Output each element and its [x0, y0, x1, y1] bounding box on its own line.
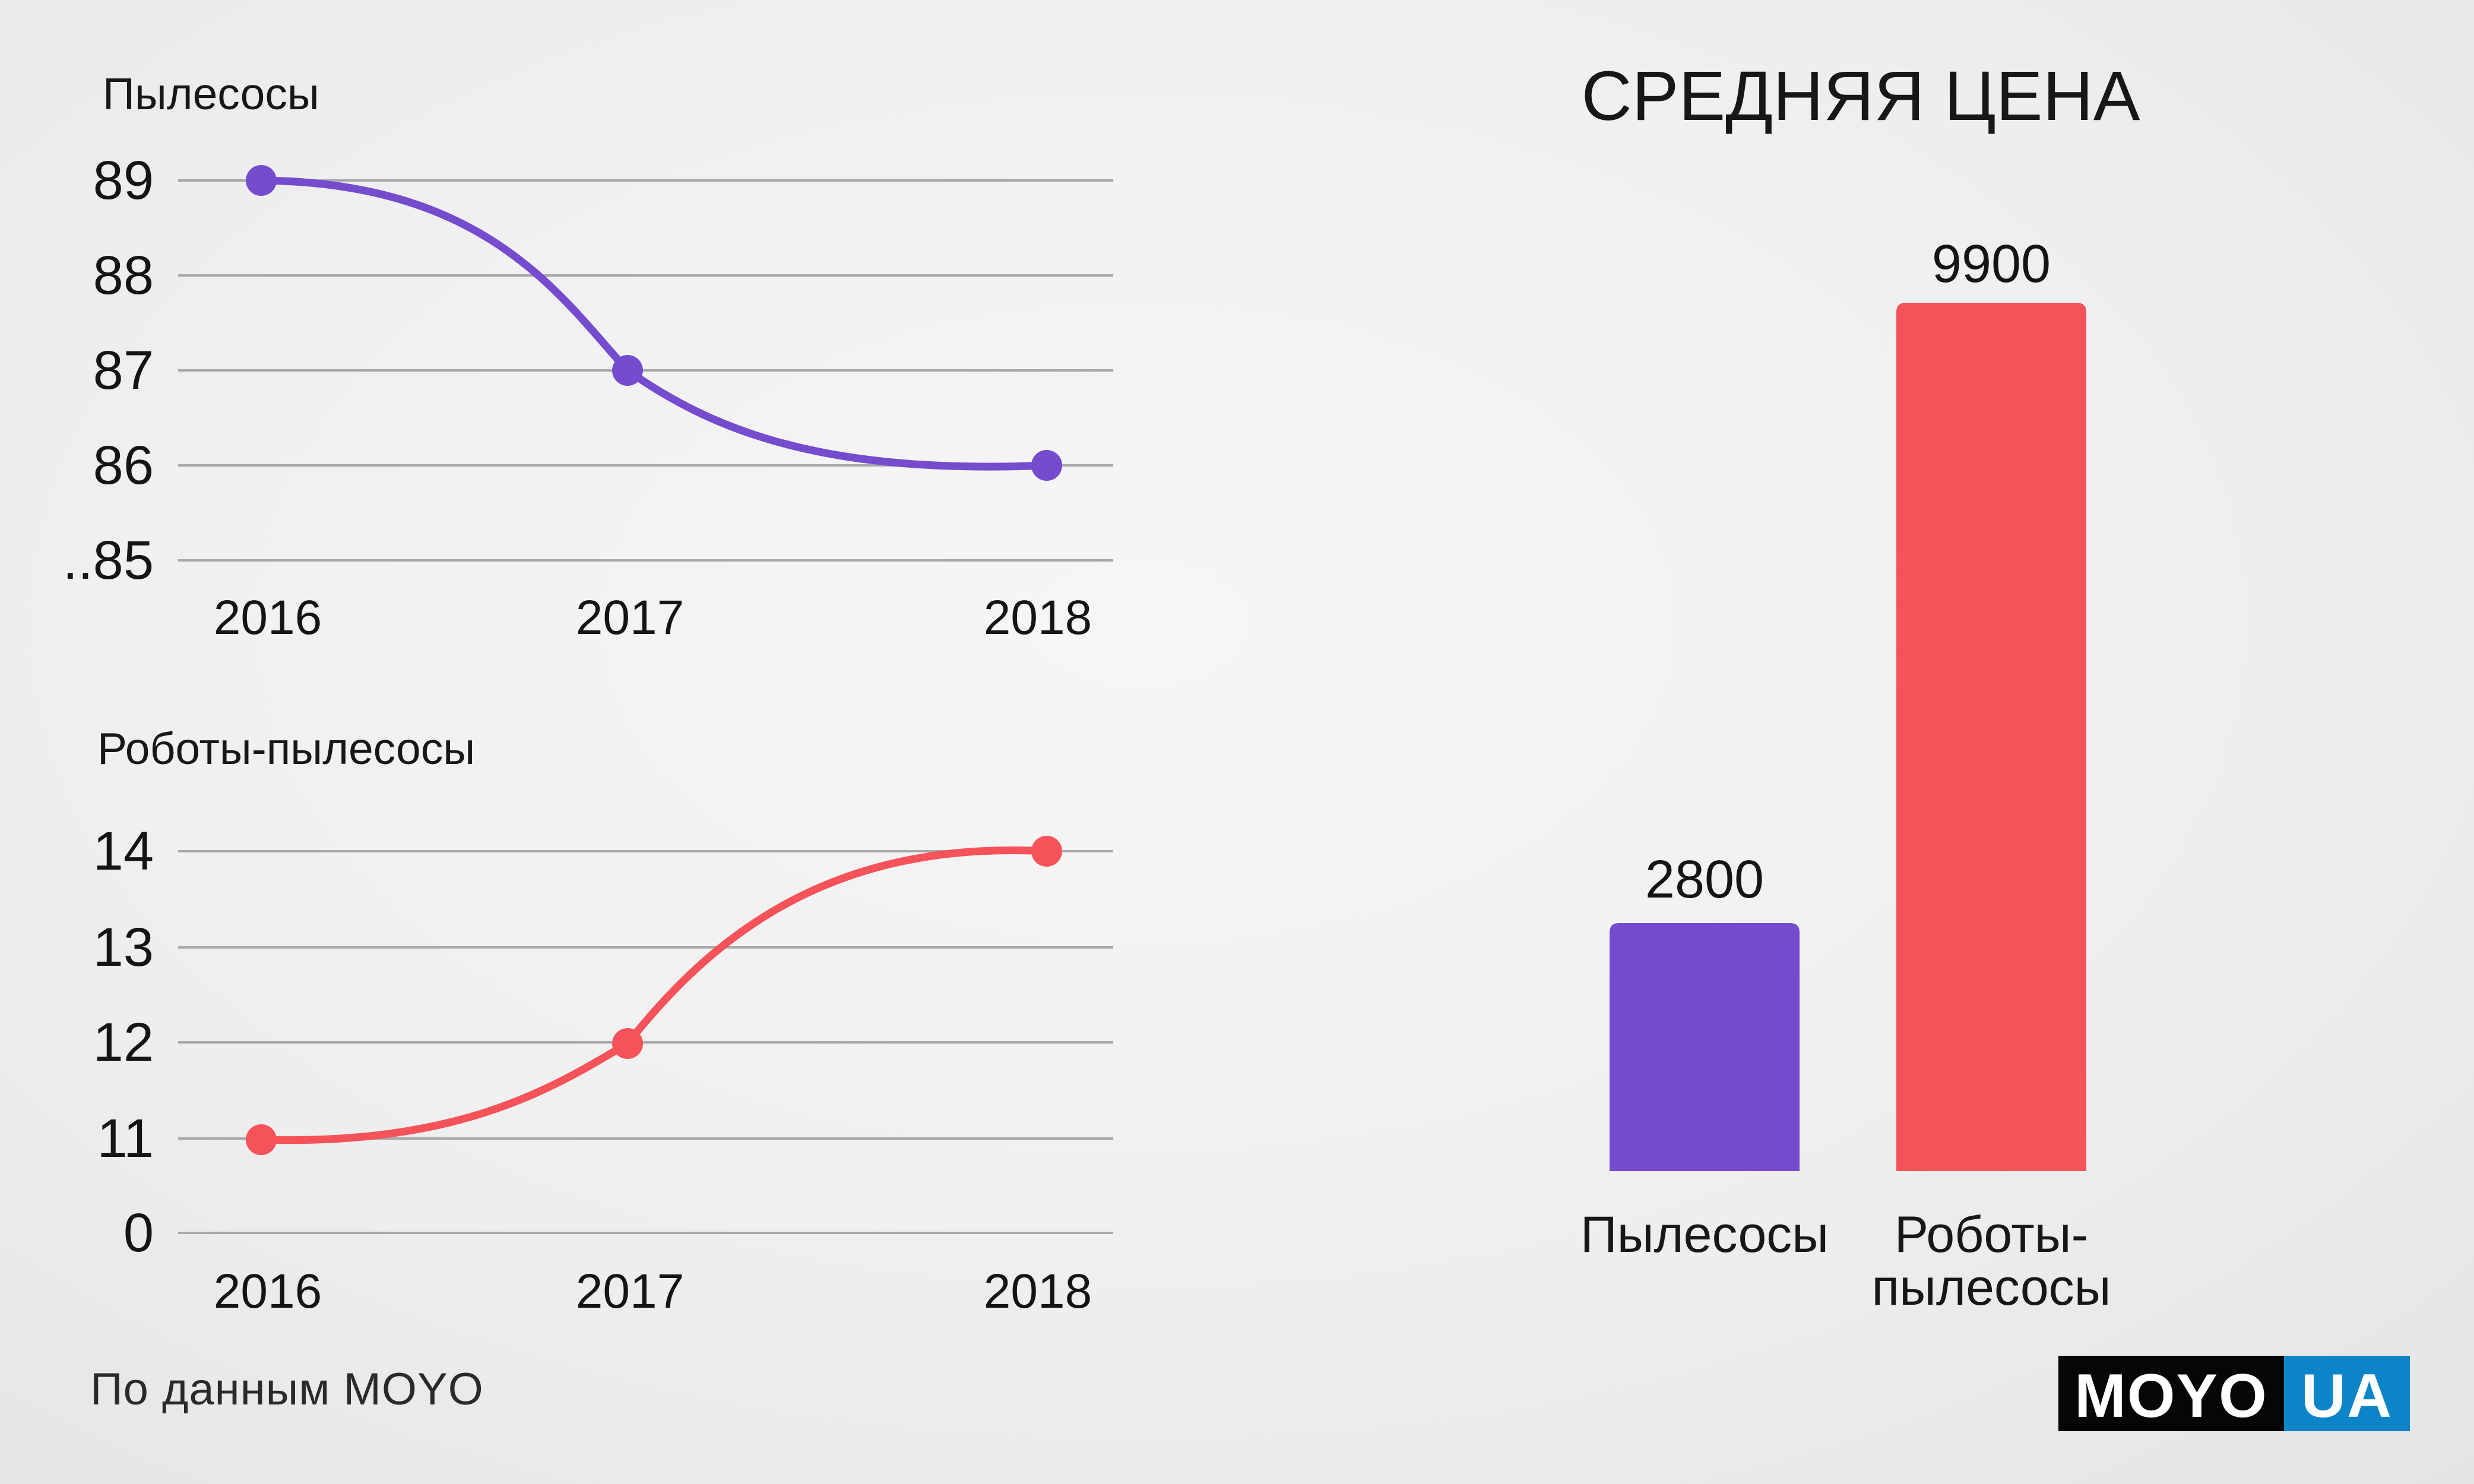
- data-point-dot: [1031, 450, 1062, 481]
- x-axis-year-label: 2016: [213, 591, 322, 645]
- y-axis-tick-label: 12: [93, 1012, 154, 1073]
- x-axis-year-label: 2017: [575, 1264, 685, 1318]
- x-axis-year-label: 2018: [983, 591, 1092, 645]
- x-axis-year-label: 2017: [575, 591, 685, 645]
- data-point-dot: [612, 1028, 643, 1059]
- data-point-dot: [1031, 836, 1062, 867]
- moyo-ua-logo: MOYO UA: [2058, 1356, 2410, 1431]
- logo-moyo-black-box: MOYO: [2058, 1356, 2284, 1431]
- logo-moyo-text: MOYO: [2074, 1362, 2268, 1431]
- logo-ua-text: UA: [2301, 1362, 2393, 1431]
- line-chart-title-robot-vacuums: Роботы-пылесосы: [97, 724, 476, 773]
- source-note: По данным MOYO: [90, 1364, 484, 1415]
- data-point-dot: [612, 355, 643, 386]
- x-axis-year-label: 2018: [983, 1264, 1092, 1318]
- x-axis-year-label: 2016: [213, 1264, 322, 1318]
- data-line-series: [257, 176, 1051, 471]
- y-axis-tick-label: 88: [93, 245, 154, 306]
- line-chart-title-vacuums: Пылесосы: [103, 69, 319, 119]
- bar-value-label: 9900: [1931, 234, 2051, 294]
- bar-value-label: 2800: [1645, 850, 1765, 909]
- data-point-dot: [246, 165, 277, 196]
- y-axis-tick-label: ..85: [62, 530, 154, 591]
- bar-1: [1896, 303, 2086, 1171]
- y-axis-tick-label: 86: [93, 435, 154, 496]
- y-axis-tick-label: 14: [93, 821, 154, 881]
- logo-ua-blue-box: UA: [2284, 1356, 2410, 1431]
- y-axis-tick-label: 87: [93, 340, 154, 401]
- data-point-dot: [246, 1124, 277, 1155]
- y-axis-tick-label: 0: [123, 1203, 154, 1263]
- bar-0: [1610, 923, 1800, 1171]
- y-axis-tick-label: 89: [93, 150, 154, 211]
- bar-category-label: Роботы- пылесосы: [1871, 1206, 2111, 1316]
- y-axis-tick-label: 13: [93, 917, 154, 978]
- data-line-series: [257, 846, 1051, 1144]
- y-axis-tick-label: 11: [97, 1108, 154, 1169]
- bar-chart-title-average-price: СРЕДНЯЯ ЦЕНА: [1581, 57, 2140, 135]
- bar-category-label: Пылесосы: [1580, 1206, 1829, 1263]
